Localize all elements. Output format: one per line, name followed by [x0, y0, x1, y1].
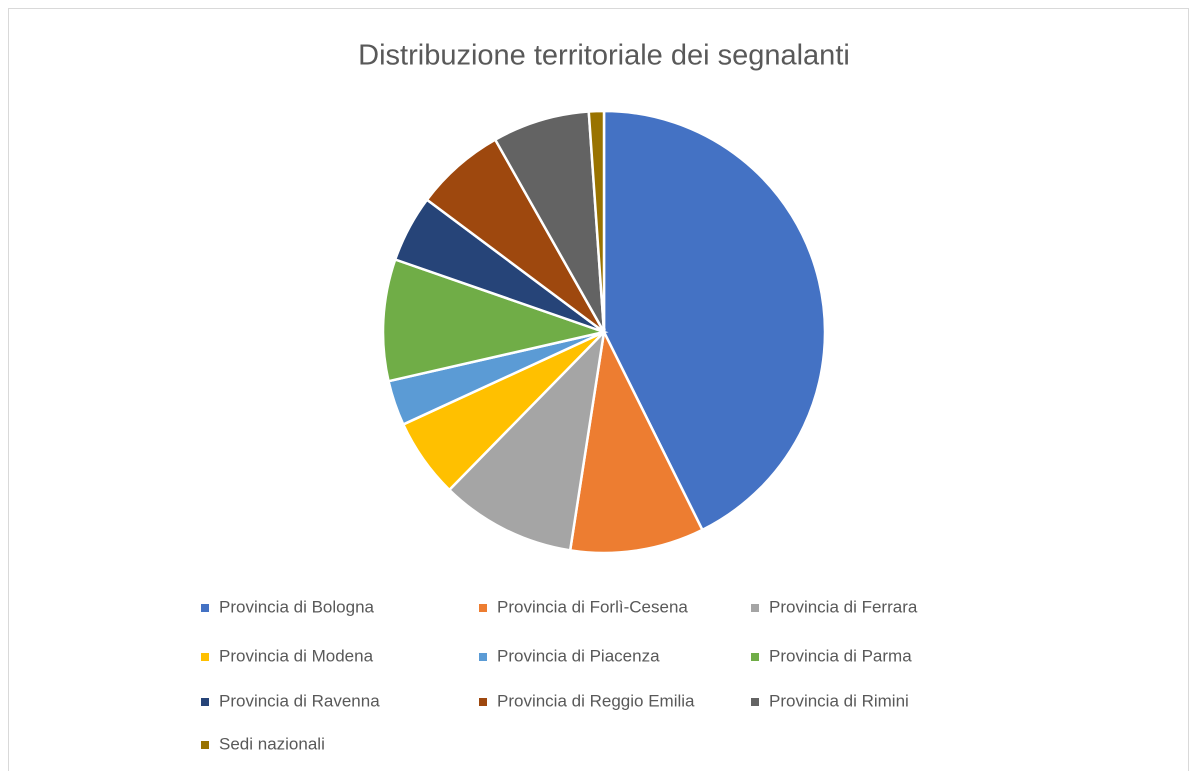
pie-slice: [602, 109, 827, 532]
legend-swatch: [201, 604, 209, 612]
chart-title: Distribuzione territoriale dei segnalant…: [358, 40, 850, 72]
legend-label: Provincia di Rimini: [769, 691, 909, 710]
legend-label: Provincia di Reggio Emilia: [497, 691, 695, 710]
legend-label: Provincia di Modena: [219, 646, 374, 665]
pie-slice: [447, 328, 606, 552]
legend-swatch: [201, 653, 209, 661]
legend-label: Provincia di Ferrara: [769, 597, 918, 616]
legend-label: Sedi nazionali: [219, 734, 325, 753]
legend-label: Provincia di Ravenna: [219, 691, 380, 710]
legend-swatch: [479, 653, 487, 661]
legend-swatch: [751, 698, 759, 706]
pie-slice: [587, 109, 606, 333]
legend-swatch: [751, 653, 759, 661]
legend-swatch: [201, 741, 209, 749]
legend-label: Provincia di Bologna: [219, 597, 375, 616]
legend-swatch: [201, 698, 209, 706]
legend-label: Provincia di Parma: [769, 646, 912, 665]
legend-label: Provincia di Piacenza: [497, 646, 660, 665]
pie-slice: [568, 327, 705, 555]
pie-slice: [381, 257, 609, 383]
legend-swatch: [751, 604, 759, 612]
legend-swatch: [479, 698, 487, 706]
legend-label: Provincia di Forlì-Cesena: [497, 597, 688, 616]
legend-swatch: [479, 604, 487, 612]
